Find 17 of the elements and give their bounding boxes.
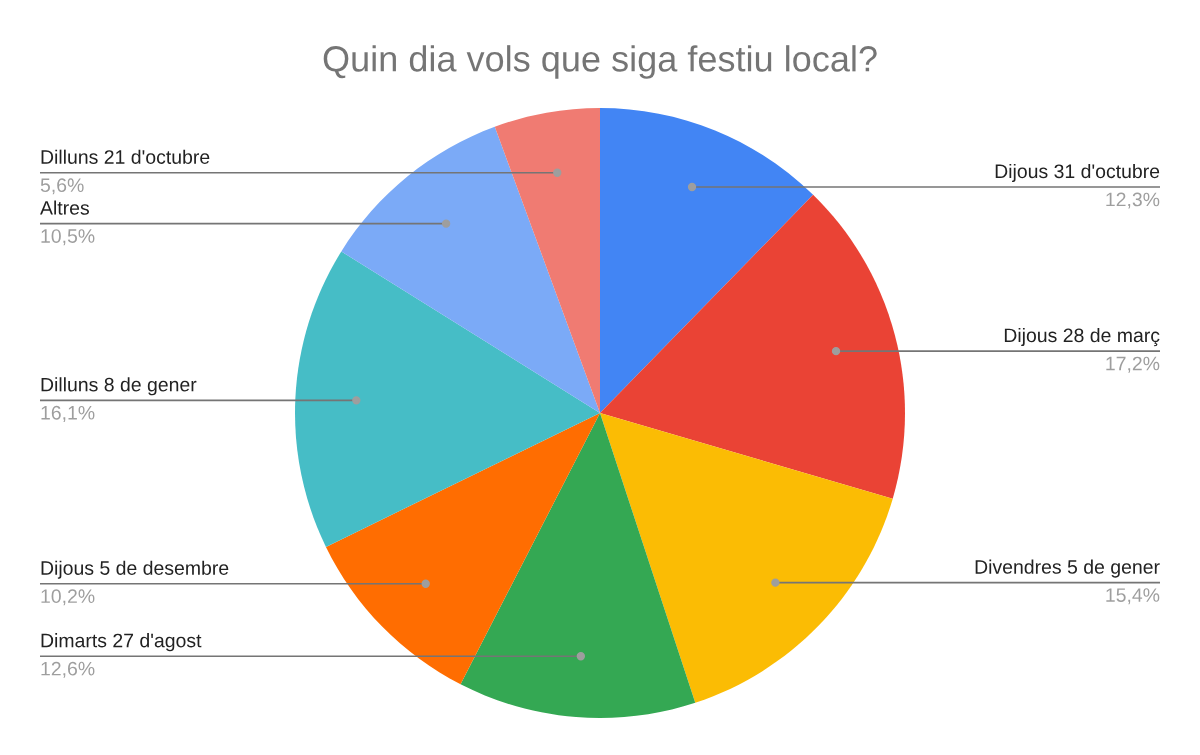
slice-label: Altres (40, 200, 89, 215)
slice-label: Dijous 31 d'octubre (995, 163, 1160, 183)
slice-label: Dijous 28 de març (1004, 327, 1160, 347)
slice-label: Divendres 5 de gener (975, 559, 1160, 578)
data-label: 16,1% (41, 405, 95, 422)
slice-label: Dilluns 8 de gener (41, 377, 197, 396)
slice-label: Dilluns 21 d'octubre (41, 149, 210, 164)
data-label: 5,6% (40, 178, 84, 195)
data-label: 17,2% (1106, 356, 1160, 373)
slice-label: Dijous 5 de desembre (41, 560, 229, 579)
data-label: 10,2% (41, 589, 95, 606)
slice-label: Dimarts 27 d'agost (41, 633, 202, 652)
data-label: 15,4% (1106, 588, 1160, 605)
data-label: 12,3% (1106, 192, 1160, 209)
data-label: 10,5% (41, 229, 95, 246)
chart-title: Quin dia vols que siga festiu local? (323, 45, 877, 79)
data-label: 12,6% (41, 661, 95, 678)
